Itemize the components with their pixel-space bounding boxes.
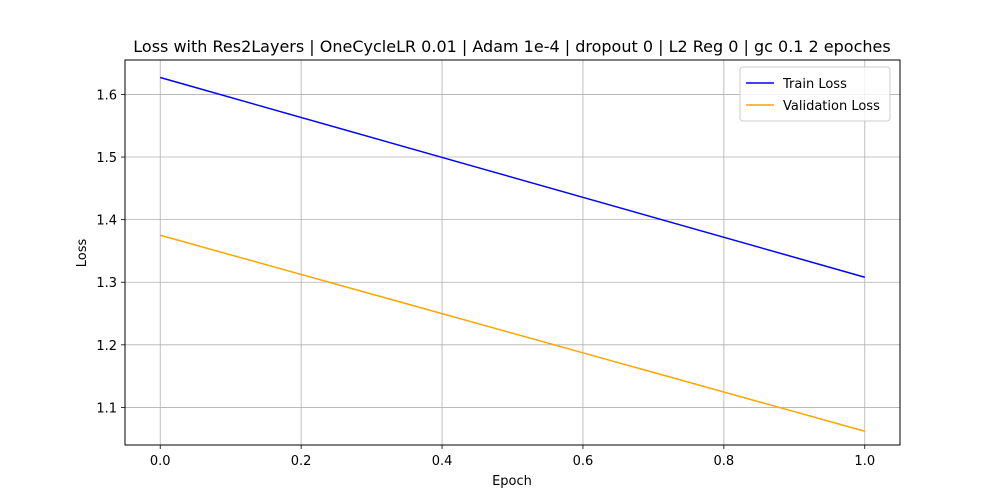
series-line-validation-loss <box>160 234 865 432</box>
legend-label: Validation Loss <box>783 99 880 114</box>
legend-box <box>739 66 891 122</box>
grid-lines <box>125 60 900 445</box>
x-axis-label: Epoch <box>492 474 532 489</box>
legend-label: Train Loss <box>782 77 847 92</box>
y-tick-label: 1.1 <box>96 401 117 416</box>
y-tick-label: 1.6 <box>96 88 117 103</box>
y-tick-label: 1.2 <box>96 339 117 354</box>
y-axis-label: Loss <box>75 239 90 268</box>
x-tick-label: 1.0 <box>854 454 875 469</box>
x-tick-label: 0.2 <box>291 454 312 469</box>
x-tick-label: 0.6 <box>573 454 594 469</box>
x-tick-label: 0.8 <box>714 454 735 469</box>
series-lines <box>160 76 865 432</box>
x-tick-label: 0.0 <box>150 454 171 469</box>
plot-frame <box>124 59 901 446</box>
chart-title: Loss with Res2Layers | OneCycleLR 0.01 |… <box>133 37 890 56</box>
y-tick-label: 1.5 <box>96 151 117 166</box>
y-tick-label: 1.3 <box>96 276 117 291</box>
series-line-train-loss <box>160 76 865 278</box>
y-axis-ticks: 1.1 1.2 1.3 1.4 1.5 1.6 <box>96 88 125 416</box>
x-axis-ticks: 0.0 0.2 0.4 0.6 0.8 1.0 <box>150 445 875 469</box>
legend: Train Loss Validation Loss <box>739 66 891 122</box>
y-tick-label: 1.4 <box>96 214 117 229</box>
x-tick-label: 0.4 <box>432 454 453 469</box>
